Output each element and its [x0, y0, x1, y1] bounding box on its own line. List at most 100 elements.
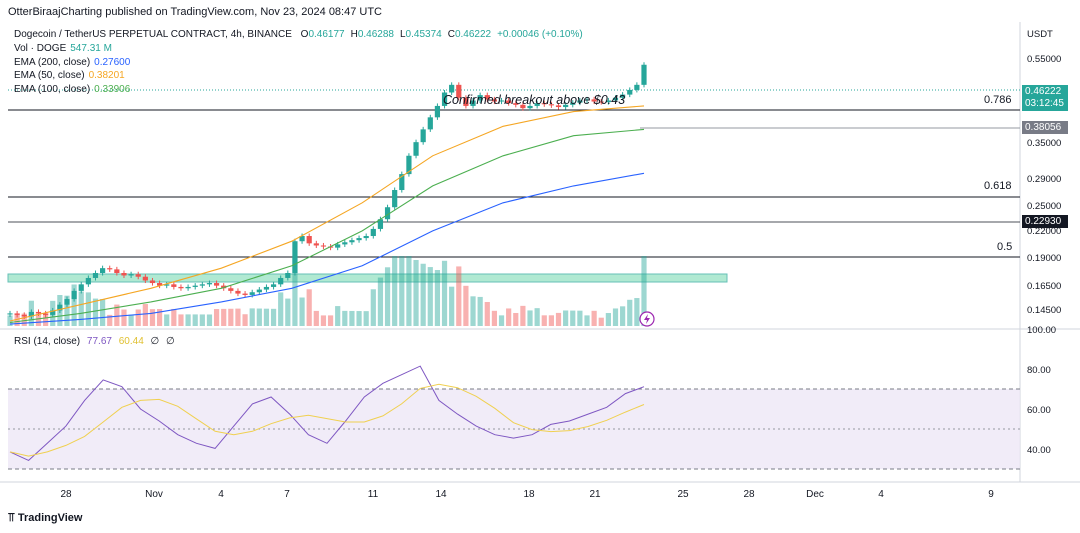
rsi-ma-value: 60.44: [118, 336, 144, 347]
fib-618-label: 0.618: [984, 180, 1012, 192]
volume-bar: [392, 256, 398, 326]
rsi-scale-ticks: 100.00 80.00 60.00 40.00: [1027, 325, 1056, 456]
candles: [7, 62, 647, 319]
candle-body: [313, 243, 319, 246]
volume-bar: [420, 263, 426, 326]
candle-body: [541, 103, 547, 105]
volume-bar: [598, 317, 604, 326]
candle-body: [135, 274, 141, 277]
volume-bar: [206, 314, 213, 326]
rsi-label[interactable]: RSI (14, close): [14, 336, 81, 347]
ema50-line: [9, 105, 645, 322]
publish-info: OtterBiraajCharting published on Trading…: [8, 6, 383, 18]
candle-body: [142, 276, 148, 281]
candle-body: [21, 314, 27, 317]
candle-body: [221, 285, 227, 289]
volume-bar: [342, 310, 348, 326]
symbol-title[interactable]: Dogecoin / TetherUS PERPETUAL CONTRACT, …: [14, 29, 292, 40]
volume-bar: [335, 306, 341, 326]
volume-bar: [114, 304, 120, 326]
ema200-label[interactable]: EMA (200, close): [14, 56, 91, 68]
price-tick-label: 0.25000: [1027, 201, 1061, 212]
volume-bar: [563, 310, 569, 326]
volume-bar: [506, 308, 512, 326]
time-tick-label: 28: [743, 489, 755, 500]
candle-body: [178, 286, 184, 289]
volume-bar: [100, 299, 106, 326]
volume-bar: [406, 256, 412, 326]
candle-body: [434, 105, 441, 118]
candle-body: [513, 103, 519, 105]
candle-body: [213, 283, 220, 286]
volume-bar: [441, 260, 448, 326]
fib-786-label: 0.786: [984, 94, 1012, 106]
volume-bar: [92, 298, 99, 326]
candle-body: [249, 292, 255, 295]
price-tick-label: 0.19000: [1027, 253, 1061, 264]
time-tick-label: 7: [284, 489, 290, 500]
volume-bar: [278, 292, 284, 326]
candle-body: [171, 284, 177, 287]
ema50-value: 0.38201: [88, 70, 125, 82]
time-tick-label: 21: [589, 489, 601, 500]
volume-bar: [121, 309, 127, 326]
ema200-line: [9, 172, 645, 325]
volume-bar: [449, 286, 455, 326]
candle-body: [506, 100, 512, 104]
ema100-label[interactable]: EMA (100, close): [14, 84, 91, 96]
volume-bar: [249, 308, 255, 326]
candle-body: [256, 289, 262, 293]
ema50-price-tag: 0.38056: [1022, 121, 1068, 134]
candle-body: [427, 117, 433, 130]
volume-bar: [164, 314, 170, 326]
candle-body: [306, 236, 312, 244]
volume-bar: [463, 285, 469, 326]
candle-body: [392, 190, 398, 208]
volume-bar: [498, 315, 505, 326]
candle-body: [78, 284, 84, 291]
volume-bar: [327, 315, 334, 326]
rsi-tick-label: 40.00: [1027, 445, 1051, 456]
candle-body: [627, 89, 633, 95]
candle-body: [591, 99, 597, 102]
rsi-tick-label: 80.00: [1027, 365, 1051, 376]
volume-bar: [384, 267, 391, 326]
currency-label[interactable]: USDT: [1027, 29, 1053, 40]
volume-bar: [363, 311, 369, 326]
vol-label[interactable]: Vol · DOGE: [14, 42, 67, 54]
candle-body: [114, 269, 120, 274]
lightning-icon[interactable]: [639, 311, 655, 327]
rsi-tick-label: 60.00: [1027, 405, 1051, 416]
candle-body: [206, 283, 213, 285]
rsi-extra-1: ∅: [150, 336, 160, 347]
candle-body: [192, 285, 198, 287]
candle-body: [634, 84, 640, 90]
volume-bar: [570, 310, 576, 326]
candle-body: [420, 129, 426, 143]
tv-logo-text: TradingView: [17, 512, 83, 524]
ohlc-item: O0.46177: [300, 29, 345, 40]
candle-body: [641, 64, 647, 85]
ema-lines: [9, 105, 645, 325]
candle-body: [292, 241, 298, 274]
candle-body: [584, 99, 590, 101]
volume-bar: [142, 304, 148, 326]
volume-bar: [64, 295, 70, 326]
volume-bar: [634, 298, 640, 326]
volume-bar: [221, 308, 227, 326]
candle-body: [278, 277, 284, 285]
candle-body: [35, 311, 42, 314]
ema50-label[interactable]: EMA (50, close): [14, 70, 85, 82]
ohlc-values: O0.46177 H0.46288 L0.45374 C0.46222 +0.00046…: [295, 29, 583, 40]
volume-bar: [292, 256, 298, 326]
price-tick-label: 0.16500: [1027, 281, 1061, 292]
volume-bar: [171, 308, 177, 326]
volume-bar: [534, 308, 540, 326]
volume-bar: [135, 309, 141, 326]
volume-bar: [235, 308, 241, 326]
tradingview-logo[interactable]: ⫪ TradingView: [8, 510, 82, 525]
price-tick-label: 0.35000: [1027, 138, 1061, 149]
time-tick-label: 11: [368, 489, 379, 500]
volume-bar: [620, 306, 626, 326]
